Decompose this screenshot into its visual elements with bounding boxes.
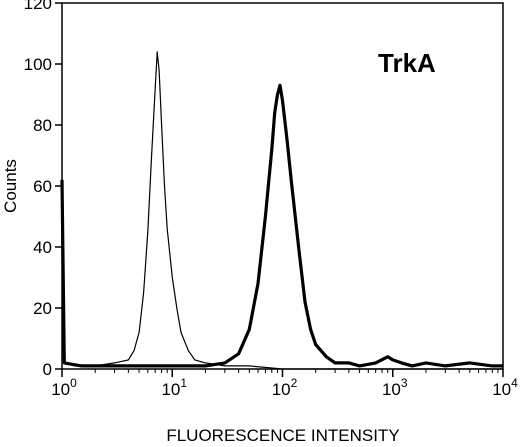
x-tick-label: 104	[492, 376, 518, 399]
x-tick-label: 102	[272, 376, 298, 399]
y-tick-label: 120	[24, 0, 52, 13]
x-tick-label: 100	[51, 376, 77, 399]
thin-histogram-line	[61, 51, 503, 370]
y-axis-ticks: 0 20 40 60 80 100 120	[24, 0, 62, 379]
y-tick-label: 0	[43, 360, 52, 379]
y-tick-label: 80	[33, 116, 52, 135]
plot-frame	[61, 2, 504, 370]
x-tick-label: 103	[382, 376, 408, 399]
y-tick-label: 20	[33, 299, 52, 318]
x-axis-ticks: 100 101 102 103 104	[51, 369, 518, 399]
y-tick-label: 40	[33, 238, 52, 257]
histogram-series	[60, 51, 503, 370]
x-tick-label: 101	[161, 376, 187, 399]
y-tick-label: 60	[33, 177, 52, 196]
y-tick-label: 100	[24, 55, 52, 74]
thick-histogram-line	[60, 83, 503, 368]
y-axis-title: Counts	[1, 159, 20, 213]
panel-label: TrkA	[378, 48, 436, 78]
x-axis-title: FLUORESCENCE INTENSITY	[166, 426, 399, 445]
